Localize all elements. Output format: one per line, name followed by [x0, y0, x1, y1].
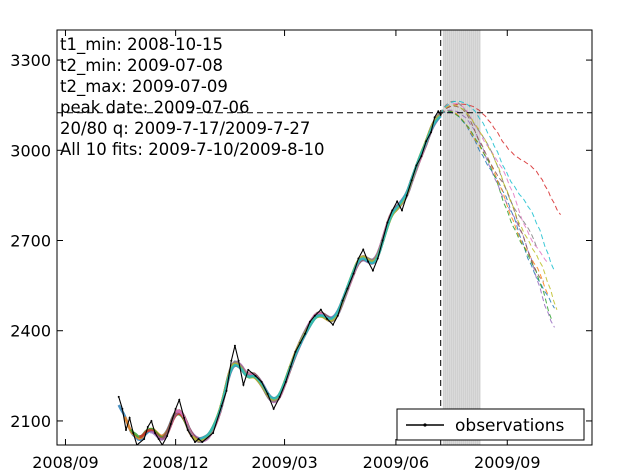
fit-forecast [440, 104, 558, 310]
observation-point [346, 287, 349, 290]
x-tick-label: 2008/12 [142, 453, 208, 472]
observation-point [220, 404, 223, 407]
observation-point [430, 131, 433, 134]
observation-point [299, 341, 302, 344]
observation-point [186, 428, 189, 431]
observation-point [272, 407, 275, 410]
fit-forecast [440, 100, 537, 247]
y-tick-label: 3300 [10, 51, 51, 70]
observation-point [325, 317, 328, 320]
observation-point [386, 221, 389, 224]
observation-point [146, 425, 149, 428]
fit-forecast [440, 105, 544, 282]
x-tick-label: 2009/06 [363, 453, 429, 472]
fit-curve [198, 115, 442, 440]
x-tick-label: 2009/03 [251, 453, 317, 472]
observation-point [357, 257, 360, 260]
observation-point [425, 140, 428, 143]
observation-point [266, 392, 269, 395]
observation-point [178, 398, 181, 401]
observation-point [278, 395, 281, 398]
fit-forecast [440, 110, 553, 322]
y-tick-label: 2400 [10, 322, 51, 341]
observation-point [352, 272, 355, 275]
observation-point [150, 419, 153, 422]
observation-point [193, 440, 196, 443]
observation-point [201, 440, 204, 443]
y-tick-label: 2100 [10, 412, 51, 431]
observation-point [362, 248, 365, 251]
legend-label-observations: observations [455, 416, 565, 436]
x-tick-label: 2008/09 [32, 453, 98, 472]
annotation-text: All 10 fits: 2009-7-10/2009-8-10 [60, 140, 325, 159]
observation-point [174, 407, 177, 410]
observation-point [124, 428, 127, 431]
observation-point [367, 260, 370, 263]
observation-point [117, 395, 120, 398]
y-tick-label: 2700 [10, 232, 51, 251]
observation-point [336, 314, 339, 317]
observation-point [132, 431, 135, 434]
observation-point [237, 359, 240, 362]
fit-range-span [443, 30, 481, 445]
observation-point [230, 359, 233, 362]
observation-point [381, 239, 384, 242]
observation-point [405, 194, 408, 197]
observation-point [319, 308, 322, 311]
observation-point [308, 320, 311, 323]
observation-point [242, 383, 245, 386]
annotation-text: t1_min: 2008-10-15 [60, 35, 223, 55]
annotation-text: t2_max: 2009-07-09 [60, 77, 228, 97]
observation-point [157, 437, 160, 440]
legend-marker-observations [423, 423, 427, 427]
observation-point [166, 434, 169, 437]
observation-point [197, 437, 200, 440]
plot-background [57, 30, 592, 445]
plot-frame [56, 29, 593, 446]
observation-point [410, 179, 413, 182]
observation-point [420, 155, 423, 158]
observation-point [341, 299, 344, 302]
observation-point [260, 380, 263, 383]
annotation-text: peak date: 2009-07-06 [60, 98, 249, 117]
observation-point [433, 116, 436, 119]
observation-point [313, 314, 316, 317]
observation-point [391, 209, 394, 212]
observation-point [437, 110, 440, 113]
observation-point [396, 200, 399, 203]
observation-point [225, 389, 228, 392]
observation-point [304, 332, 307, 335]
observation-point [190, 434, 193, 437]
x-tick-label: 2009/09 [474, 453, 540, 472]
observation-point [247, 368, 250, 371]
y-tick-label: 3000 [10, 141, 51, 160]
observation-point [294, 350, 297, 353]
observation-point [415, 164, 418, 167]
observation-point [371, 269, 374, 272]
observation-point [121, 407, 124, 410]
annotation-text: t2_min: 2009-07-08 [60, 56, 223, 76]
observation-point [212, 431, 215, 434]
annotation-text: 20/80 q: 2009-7-17/2009-7-27 [60, 119, 310, 138]
observation-point [289, 365, 292, 368]
observation-point [331, 323, 334, 326]
observation-point [154, 431, 157, 434]
observation-point [400, 209, 403, 212]
observation-point [169, 422, 172, 425]
observation-point [284, 380, 287, 383]
observation-point [183, 416, 186, 419]
observation-point [233, 344, 236, 347]
fit-forecast [440, 100, 555, 272]
observation-point [376, 257, 379, 260]
fit-forecast [440, 111, 555, 309]
observation-point [128, 416, 131, 419]
observation-point [254, 374, 257, 377]
observation-point [143, 437, 146, 440]
observations-line [118, 110, 442, 445]
